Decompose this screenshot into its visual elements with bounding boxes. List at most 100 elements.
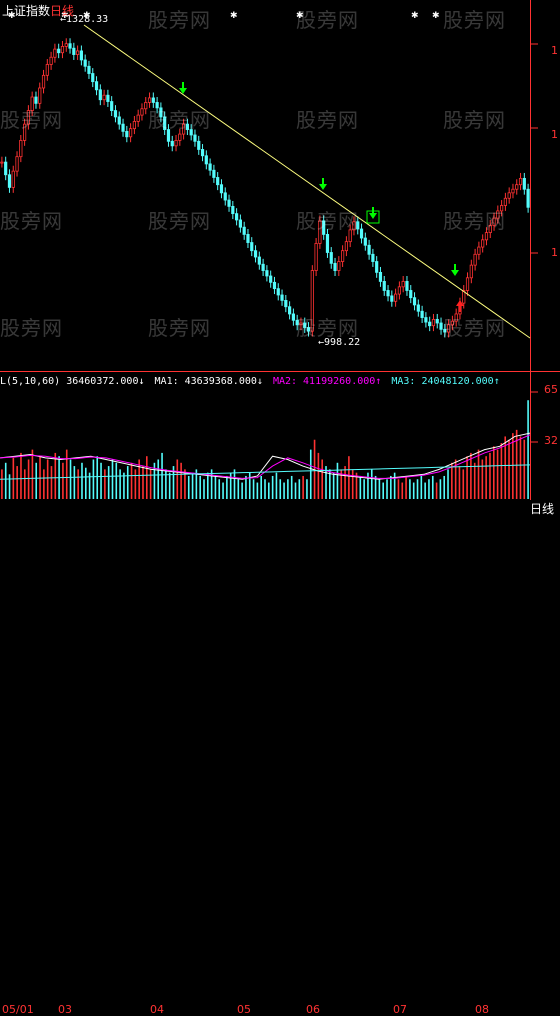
candle-body — [526, 188, 530, 208]
candle-body — [83, 59, 87, 67]
candle-body — [428, 321, 432, 327]
candle-body — [435, 318, 439, 324]
candle-body — [193, 134, 197, 142]
candle-body — [500, 205, 504, 212]
buy-arrow-icon — [179, 88, 187, 94]
candle-body — [344, 241, 348, 252]
candle-body — [155, 102, 159, 109]
buy-arrow-icon — [319, 184, 327, 190]
candlestick-chart[interactable]: ✱ ✱ ✱ ✱ ✱ ✱ ✱ — [0, 0, 560, 372]
date-label: 05/01 — [2, 1003, 34, 1016]
candle-body — [269, 275, 273, 283]
candle-body — [208, 163, 212, 171]
candle-body — [412, 297, 417, 306]
candle-body — [469, 264, 473, 279]
candle-body — [53, 48, 57, 58]
date-label: 05 — [237, 1003, 251, 1016]
right-axis-tick: 1 — [551, 246, 558, 259]
candle-body — [15, 156, 19, 172]
event-marker: ✱ — [296, 11, 304, 21]
main-chart[interactable]: ✱ ✱ ✱ ✱ ✱ ✱ ✱ — [0, 0, 560, 372]
date-label: 04 — [150, 1003, 164, 1016]
period-button[interactable]: 日线 — [527, 500, 556, 517]
candle-body — [515, 184, 519, 190]
candle-body — [79, 50, 83, 61]
candle-body — [178, 133, 182, 141]
candle-body — [371, 253, 375, 262]
candle-body — [136, 114, 140, 122]
sell-arrow-icon — [456, 300, 464, 306]
volume-panel[interactable] — [0, 372, 560, 500]
candle-body — [439, 322, 443, 330]
candle-body — [462, 290, 466, 304]
candle-body — [303, 322, 307, 328]
date-label: 07 — [393, 1003, 407, 1016]
candle-body — [352, 221, 356, 231]
candle-body — [212, 169, 216, 178]
candle-body — [507, 192, 511, 199]
candle-body — [522, 177, 526, 190]
candle-body — [4, 161, 8, 176]
indicator-line: L(5,10,60) 36460372.000↓ MA1: 43639368.0… — [0, 376, 504, 389]
candle-body — [503, 197, 507, 206]
candle-body — [473, 253, 477, 266]
candle-body — [87, 65, 91, 74]
candle-body — [416, 304, 420, 312]
candle-body — [284, 299, 288, 308]
candle-body — [310, 270, 314, 332]
candle-body — [204, 155, 208, 165]
candle-body — [363, 237, 367, 246]
ma1-value: MA1: 43639368.000↓ — [154, 376, 263, 387]
buy-arrow-icon — [451, 270, 459, 276]
event-marker: ✱ — [61, 11, 69, 21]
vol-axis-top: 65 — [544, 383, 558, 396]
candle-body — [253, 250, 258, 258]
vol-axis-mid: 32 — [544, 434, 558, 447]
candle-body — [23, 123, 27, 141]
volume-chart[interactable] — [0, 372, 560, 500]
candle-body — [431, 318, 436, 327]
candle-body — [219, 184, 224, 194]
candle-body — [129, 128, 133, 138]
candle-body — [443, 328, 447, 333]
period-label: 日线 — [50, 4, 75, 18]
candle-body — [91, 73, 95, 83]
candle-body — [265, 270, 269, 277]
candle-body — [98, 89, 102, 101]
candle-body — [518, 177, 523, 186]
candle-body — [276, 288, 280, 296]
candle-body — [235, 213, 239, 221]
index-name: 上证指数 — [2, 4, 51, 18]
candle-body — [322, 220, 326, 235]
candle-body — [329, 252, 333, 264]
buy-arrow-icon — [369, 213, 377, 219]
candle-body — [163, 116, 167, 130]
candle-body — [246, 234, 250, 243]
candle-body — [288, 306, 292, 315]
candle-body — [306, 327, 311, 332]
candle-body — [94, 81, 99, 91]
candle-body — [280, 294, 284, 301]
candle-body — [378, 271, 383, 282]
candle-body — [511, 188, 515, 194]
high-price-label: ←1328.33 — [60, 14, 109, 25]
ma3-value: MA3: 24048120.000↑ — [391, 376, 500, 387]
candle-body — [26, 110, 30, 125]
candle-body — [484, 232, 489, 241]
candle-body — [72, 47, 76, 55]
candle-body — [166, 129, 171, 142]
candle-body — [481, 239, 485, 248]
candle-body — [450, 320, 454, 326]
candle-body — [170, 140, 174, 147]
candle-body — [125, 130, 129, 138]
candle-body — [182, 123, 186, 135]
candle-body — [102, 94, 106, 101]
candle-body — [7, 174, 12, 188]
candle-body — [11, 170, 15, 188]
event-marker: ✱ — [432, 11, 440, 21]
candle-body — [465, 277, 470, 291]
event-marker: ✱ — [230, 11, 238, 21]
candle-body — [337, 261, 341, 271]
candle-body — [447, 324, 451, 333]
candle-body — [401, 281, 405, 288]
